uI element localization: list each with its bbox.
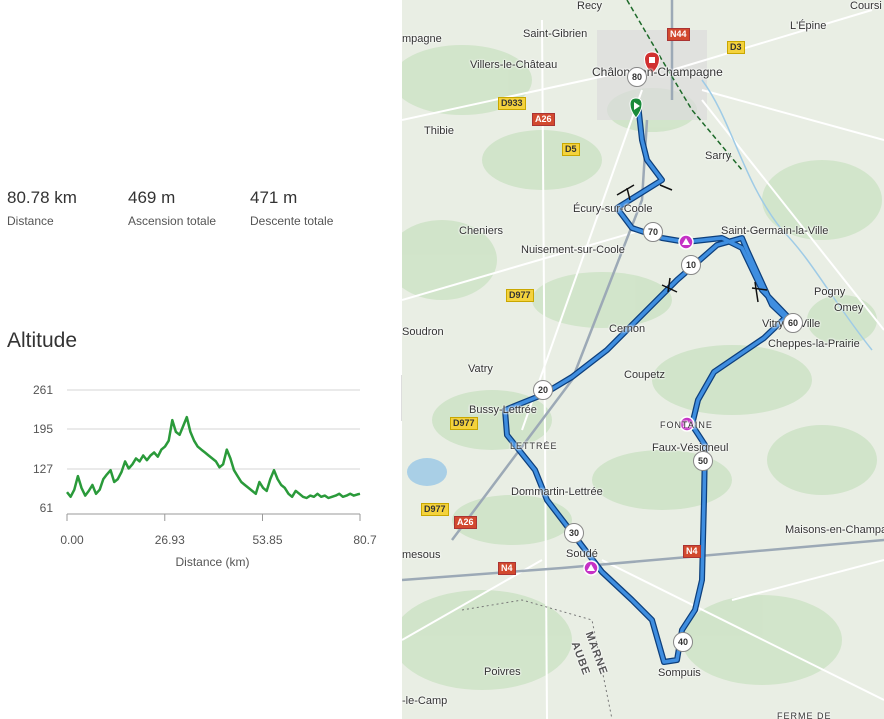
- start-marker[interactable]: [629, 97, 643, 119]
- y-tick-label: 127: [33, 462, 53, 476]
- town-label: Dommartin-Lettrée: [511, 486, 603, 498]
- town-label: Saint-Gibrien: [523, 28, 588, 40]
- town-label: Coursi: [850, 0, 882, 12]
- town-label: Recy: [577, 0, 603, 12]
- town-label: Omey: [834, 302, 864, 314]
- y-tick-label: 61: [40, 501, 54, 515]
- town-label: Écury-sur-Coole: [573, 203, 653, 215]
- road-badge: N4: [683, 545, 701, 558]
- town-label: mpagne: [402, 33, 442, 45]
- ascent-value: 469 m: [128, 188, 176, 207]
- department-border: [461, 599, 613, 719]
- road-badge: N4: [498, 562, 516, 575]
- x-tick-label: 53.85: [252, 533, 282, 547]
- direction-arrows: [616, 184, 768, 303]
- x-axis-title: Distance (km): [175, 555, 249, 569]
- town-label: Châlons-en-Champagne: [592, 65, 723, 79]
- climb-markers[interactable]: [583, 234, 695, 576]
- town-label: Coupetz: [624, 369, 665, 381]
- town-label: Bussy-Lettrée: [469, 404, 537, 416]
- descent-stat: 471 m Descente totale: [250, 188, 333, 228]
- town-label: L'Épine: [790, 20, 827, 32]
- altitude-chart[interactable]: 261 195 127 61 0.00 26.93 53.85 80.7 Distance (k…: [0, 370, 400, 580]
- lake: [407, 458, 447, 486]
- town-label: Pogny: [814, 286, 846, 298]
- descent-value: 471 m: [250, 188, 298, 207]
- town-label: Soudron: [402, 326, 444, 338]
- y-tick-label: 195: [33, 422, 53, 436]
- km-marker: 20: [533, 380, 553, 400]
- finish-marker[interactable]: [644, 51, 660, 75]
- distance-value: 80.78 km: [7, 188, 77, 207]
- distance-stat: 80.78 km Distance: [7, 188, 77, 228]
- distance-label: Distance: [7, 214, 54, 228]
- x-tick-label: 80.7: [353, 533, 377, 547]
- town-label: Sarry: [705, 150, 732, 162]
- km-marker: 10: [681, 255, 701, 275]
- ascent-stat: 469 m Ascension totale: [128, 188, 216, 228]
- railway: [626, 0, 743, 171]
- altitude-line: [66, 415, 361, 500]
- town-label: Cernon: [609, 323, 646, 335]
- road-badge: N44: [667, 28, 690, 41]
- km-marker: 60: [783, 313, 803, 333]
- road-badge: D977: [450, 417, 478, 430]
- town-label: Villers-le-Château: [470, 59, 558, 71]
- town-label: Maisons-en-Champagne: [785, 524, 884, 536]
- km-marker: 50: [693, 451, 713, 471]
- descent-label: Descente totale: [250, 214, 334, 228]
- town-label: Sompuis: [658, 667, 701, 679]
- km-marker: 70: [643, 222, 663, 242]
- town-label: Nuisement-sur-Coole: [521, 244, 625, 256]
- locality-label: FONTAINE: [660, 420, 713, 430]
- x-tick-label: 26.93: [155, 533, 185, 547]
- x-tick-label: 0.00: [60, 533, 84, 547]
- altitude-title: Altitude: [7, 329, 78, 352]
- route-summary-panel: 80.78 km Distance 469 m Ascension totale…: [0, 0, 400, 719]
- km-marker: 40: [673, 632, 693, 652]
- town-label: Soudé: [566, 548, 598, 560]
- road-badge: D5: [562, 143, 580, 156]
- road-badge: D977: [506, 289, 534, 302]
- ascent-label: Ascension totale: [128, 214, 217, 228]
- town-label: Vatry: [468, 363, 493, 375]
- locality-label: LETTRÉE: [510, 441, 558, 451]
- road-badge: A26: [532, 113, 555, 126]
- town-label: Thibie: [424, 125, 454, 137]
- town-label: Cheniers: [459, 225, 504, 237]
- y-tick-label: 261: [33, 383, 53, 397]
- road-badge: D3: [727, 41, 745, 54]
- map-canvas[interactable]: [402, 0, 884, 719]
- route-map[interactable]: Saint-Gibrien Villers-le-Château Châlons…: [402, 0, 884, 719]
- river: [701, 79, 873, 351]
- town-label: Cheppes-la-Prairie: [768, 338, 860, 350]
- km-marker: 30: [564, 523, 584, 543]
- town-label: Saint-Germain-la-Ville: [721, 225, 829, 237]
- road-badge: A26: [454, 516, 477, 529]
- km-marker: 80: [627, 67, 647, 87]
- town-label: Poivres: [484, 666, 521, 678]
- town-label: Faux-Vésigneul: [652, 442, 729, 454]
- town-label: FERME DE: [777, 711, 832, 719]
- minor-roads: [402, 9, 884, 719]
- road-badge: D933: [498, 97, 526, 110]
- road-badge: D977: [421, 503, 449, 516]
- town-label: mesous: [402, 549, 441, 561]
- town-label: -le-Camp: [402, 695, 448, 707]
